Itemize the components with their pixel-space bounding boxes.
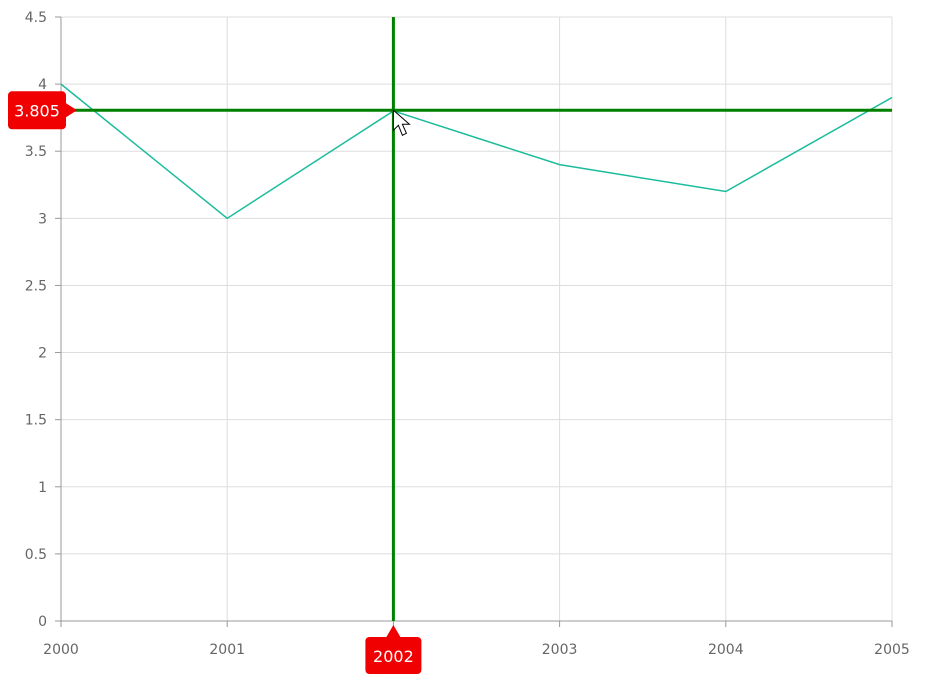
crosshair-y-badge <box>8 91 66 130</box>
y-tick-label: 4 <box>38 77 47 93</box>
y-tick-label: 0.5 <box>25 547 47 563</box>
y-tick-label: 4.5 <box>25 10 47 26</box>
crosshair-x-label: 2002 <box>373 647 414 666</box>
mouse-cursor-icon <box>392 109 411 136</box>
x-axis-ticks: 2000 2001 2003 2004 2005 <box>43 621 910 658</box>
grid-lines <box>60 16 893 622</box>
x-tick-label: 2001 <box>209 642 245 658</box>
crosshair-y-badge-pointer <box>66 103 77 118</box>
y-tick-label: 1 <box>38 480 47 496</box>
y-tick-label: 3 <box>38 211 47 227</box>
y-tick-label: 3.5 <box>25 144 47 160</box>
x-tick-label: 2005 <box>874 642 910 658</box>
y-axis-ticks: 0 0.5 1 1.5 2 2.5 3 3.5 4 4.5 <box>25 10 61 630</box>
crosshair-x-badge <box>365 637 422 674</box>
crosshair-y-label: 3.805 <box>14 101 60 120</box>
crosshair-x-badge-pointer <box>386 625 401 637</box>
axes <box>60 17 892 622</box>
x-tick-label: 2004 <box>708 642 744 658</box>
x-tick-label: 2003 <box>542 642 578 658</box>
y-tick-label: 0 <box>38 614 47 630</box>
series-line-0 <box>60 83 893 220</box>
crosshair: 3.805 2002 <box>8 17 892 674</box>
line-chart[interactable]: 00.511.522.533.544.5 2000 2001 2003 2004 200… <box>0 0 910 675</box>
y-tick-label: 1.5 <box>25 413 47 429</box>
y-tick-label: 2 <box>38 346 47 362</box>
y-tick-label: 2.5 <box>25 278 47 294</box>
x-tick-label: 2000 <box>43 642 79 658</box>
